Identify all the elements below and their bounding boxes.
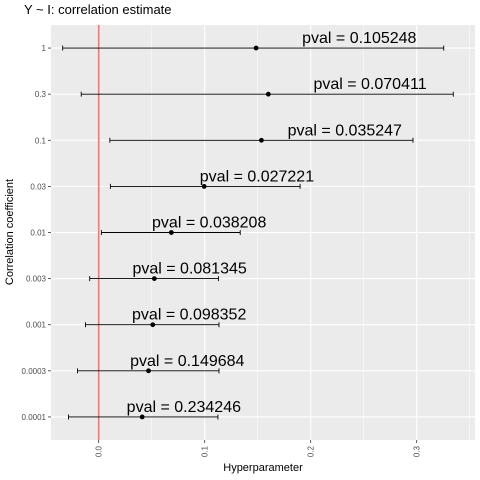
y-tick-label: 0.0003 [22, 367, 47, 376]
x-tick-label: 0.0 [95, 445, 104, 457]
pval-label: pval = 0.105248 [302, 30, 416, 47]
x-axis-ticks: 0.0 0.1 0.2 0.3 [95, 440, 422, 457]
y-tick-label: 0.03 [30, 182, 46, 191]
pval-label: pval = 0.234246 [127, 399, 241, 416]
pval-label: pval = 0.081345 [132, 261, 246, 278]
estimate-point [254, 46, 259, 51]
y-tick-label: 0.1 [35, 136, 47, 145]
y-tick-label: 1 [42, 44, 47, 53]
y-tick-label: 0.3 [35, 90, 47, 99]
pval-label: pval = 0.038208 [152, 215, 266, 232]
y-tick-label: 0.0001 [22, 413, 47, 422]
estimate-point [266, 92, 271, 97]
chart-title: Y ~ I: correlation estimate [24, 2, 172, 17]
estimate-point [259, 138, 264, 143]
pval-label: pval = 0.149684 [130, 353, 244, 370]
y-tick-label: 0.001 [26, 321, 47, 330]
x-tick-label: 0.2 [307, 445, 316, 457]
y-tick-label: 0.01 [30, 229, 46, 238]
pval-label: pval = 0.035247 [288, 122, 402, 139]
x-tick-label: 0.1 [201, 445, 210, 457]
x-axis-title: Hyperparameter [223, 462, 303, 474]
x-tick-label: 0.3 [413, 445, 422, 457]
y-tick-label: 0.003 [26, 275, 47, 284]
y-axis-title: Correlation coefficient [4, 179, 16, 285]
pval-label: pval = 0.027221 [200, 168, 314, 185]
pval-label: pval = 0.098352 [132, 307, 246, 324]
y-axis-ticks: 1 0.3 0.1 0.03 0.01 0.003 0.001 0.0003 0.0001 [22, 44, 51, 422]
pval-label: pval = 0.070411 [313, 76, 426, 93]
